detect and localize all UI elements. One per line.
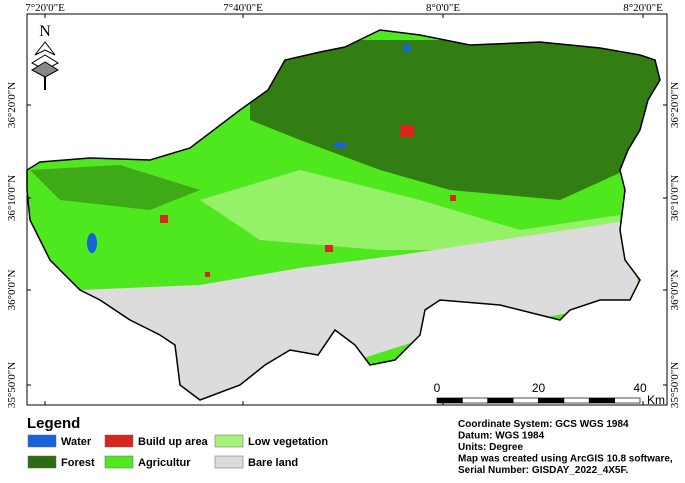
longitude-label: 8°0'0"E xyxy=(426,2,460,14)
scale-bar-segment xyxy=(614,397,641,404)
latitude-label: 36°20'0"N xyxy=(6,82,18,128)
map-info: Serial Number: GISDAY_2022_4X5F. xyxy=(458,465,628,476)
latitude-label: 36°20'0"N xyxy=(669,82,681,128)
longitude-label: 8°20'0"E xyxy=(623,2,663,14)
scale-bar-segment xyxy=(462,397,489,404)
scale-bar-segment xyxy=(436,397,463,404)
longitude-label: 7°20'0"E xyxy=(25,2,65,14)
legend-label: Low vegetation xyxy=(248,436,328,448)
legend-swatch xyxy=(214,434,244,448)
scale-bar-segment xyxy=(487,397,514,404)
latitude-label: 35°50'0"N xyxy=(6,362,18,408)
study-boundary xyxy=(26,29,661,401)
scale-bar-segment xyxy=(588,397,615,404)
latitude-label: 36°0'0"N xyxy=(6,270,18,311)
legend-label: Bare land xyxy=(248,457,298,469)
legend-label: Agricultur xyxy=(138,457,191,469)
legend-label: Build up area xyxy=(138,436,209,448)
map-info: Datum: WGS 1984 xyxy=(458,431,545,442)
scale-bar-tick: 40 xyxy=(633,381,647,395)
legend-swatch xyxy=(27,434,57,448)
longitude-label: 7°40'0"E xyxy=(223,2,263,14)
scale-bar-segment xyxy=(538,397,565,404)
scale-bar-segment xyxy=(512,397,539,404)
legend-title: Legend xyxy=(27,415,80,432)
scale-bar-tick: 20 xyxy=(532,381,546,395)
latitude-label: 36°0'0"N xyxy=(669,270,681,311)
latitude-label: 36°10'0"N xyxy=(669,175,681,221)
scale-bar-segment xyxy=(563,397,590,404)
map-info: Coordinate System: GCS WGS 1984 xyxy=(458,419,629,430)
legend-swatch xyxy=(104,455,134,469)
latitude-label: 36°10'0"N xyxy=(6,175,18,221)
north-label: N xyxy=(39,23,51,40)
legend-label: Forest xyxy=(61,457,95,469)
north-arrow-icon xyxy=(30,41,60,90)
latitude-label: 35°50'0"N xyxy=(669,362,681,408)
legend-label: Water xyxy=(61,436,92,448)
scale-bar-tick: 0 xyxy=(434,381,441,395)
map-info: Map was created using ArcGIS 10.8 softwa… xyxy=(458,454,673,465)
legend-swatch xyxy=(27,455,57,469)
map-info: Units: Degree xyxy=(458,442,523,453)
scale-bar-unit: Km xyxy=(647,393,665,407)
legend-swatch xyxy=(104,434,134,448)
legend-swatch xyxy=(214,455,244,469)
